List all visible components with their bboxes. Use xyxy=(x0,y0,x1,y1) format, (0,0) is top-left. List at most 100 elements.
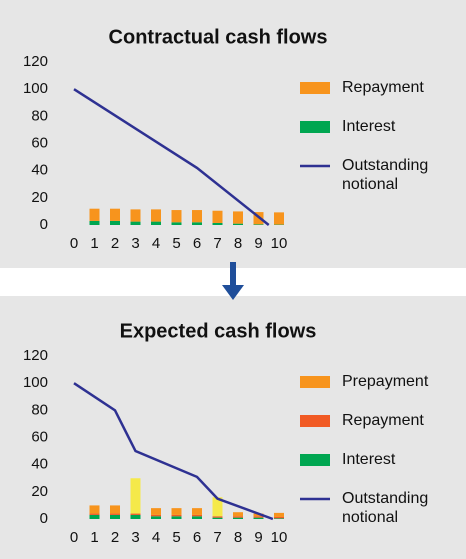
bar xyxy=(89,513,100,515)
bar xyxy=(192,516,202,519)
bar xyxy=(192,514,202,517)
bar xyxy=(212,210,223,223)
x-tick-label: 5 xyxy=(172,235,180,252)
legend-swatch xyxy=(300,82,330,94)
y-tick-label: 100 xyxy=(23,374,48,391)
bar xyxy=(130,221,141,225)
bar xyxy=(151,209,161,222)
legend-swatch xyxy=(300,454,330,466)
bar xyxy=(130,513,141,515)
bar xyxy=(233,516,243,518)
y-tick-label: 80 xyxy=(31,107,48,124)
y-tick-label: 120 xyxy=(23,347,48,364)
bar xyxy=(192,222,202,225)
legend-label: Prepayment xyxy=(342,373,429,390)
x-tick-label: 7 xyxy=(213,529,221,546)
x-tick-label: 1 xyxy=(90,529,98,546)
legend-label: Repayment xyxy=(342,79,424,96)
bar xyxy=(110,514,120,519)
bar xyxy=(130,209,141,222)
bar xyxy=(110,220,120,225)
x-tick-label: 10 xyxy=(271,529,288,546)
x-tick-label: 9 xyxy=(254,235,262,252)
bar xyxy=(233,517,243,519)
bar xyxy=(192,508,202,515)
y-tick-label: 40 xyxy=(31,456,48,473)
x-tick-label: 4 xyxy=(152,235,160,252)
bar xyxy=(212,516,223,518)
x-tick-label: 9 xyxy=(254,529,262,546)
y-tick-label: 40 xyxy=(31,162,48,179)
bar xyxy=(151,514,161,517)
bar xyxy=(233,211,243,224)
y-tick-label: 0 xyxy=(40,216,48,233)
x-tick-label: 8 xyxy=(234,529,242,546)
bar xyxy=(274,518,284,519)
legend-label: Interest xyxy=(342,118,396,135)
bar xyxy=(110,505,120,514)
bar xyxy=(274,212,284,225)
bar xyxy=(171,514,182,517)
line xyxy=(73,382,274,521)
legend-swatch xyxy=(300,415,330,427)
x-tick-label: 7 xyxy=(213,235,221,252)
bar xyxy=(89,505,100,514)
bar xyxy=(151,516,161,519)
bar xyxy=(274,516,284,519)
y-tick-label: 80 xyxy=(31,401,48,418)
bar xyxy=(151,508,161,515)
bar xyxy=(171,222,182,225)
bar xyxy=(253,516,264,518)
y-tick-label: 20 xyxy=(31,189,48,206)
bar xyxy=(212,497,223,517)
x-tick-label: 6 xyxy=(193,235,201,252)
x-tick-label: 5 xyxy=(172,529,180,546)
x-tick-label: 3 xyxy=(131,529,139,546)
bar xyxy=(171,210,182,223)
x-tick-label: 0 xyxy=(70,529,78,546)
bar xyxy=(151,221,161,225)
x-tick-label: 0 xyxy=(70,235,78,252)
legend-label: Repayment xyxy=(342,412,424,429)
x-tick-label: 2 xyxy=(111,529,119,546)
x-tick-label: 10 xyxy=(271,235,288,252)
bar xyxy=(110,513,120,515)
legend-label: Outstanding notional xyxy=(342,490,429,526)
y-tick-label: 60 xyxy=(31,134,48,151)
bar xyxy=(253,224,264,225)
x-tick-label: 4 xyxy=(152,529,160,546)
y-tick-label: 20 xyxy=(31,483,48,500)
y-tick-label: 120 xyxy=(23,53,48,70)
legend-label: Interest xyxy=(342,451,396,468)
bar xyxy=(253,517,264,519)
x-tick-label: 6 xyxy=(193,529,201,546)
bar xyxy=(89,208,100,221)
bar xyxy=(89,220,100,225)
bar xyxy=(274,512,284,517)
legend-label: Outstanding notional xyxy=(342,157,429,193)
bar xyxy=(212,222,223,225)
chart-title: Contractual cash flows xyxy=(109,26,328,48)
bar xyxy=(212,517,223,519)
x-tick-label: 2 xyxy=(111,235,119,252)
legend-swatch xyxy=(300,121,330,133)
bar xyxy=(130,514,141,519)
legend-swatch xyxy=(300,376,330,388)
chart-title: Expected cash flows xyxy=(120,320,317,342)
x-tick-label: 3 xyxy=(131,235,139,252)
bar xyxy=(233,512,243,517)
bar xyxy=(89,514,100,519)
bar xyxy=(130,478,141,514)
bar xyxy=(171,508,182,515)
x-tick-label: 8 xyxy=(234,235,242,252)
bar xyxy=(233,223,243,225)
y-tick-label: 100 xyxy=(23,80,48,97)
y-tick-label: 0 xyxy=(40,510,48,527)
x-tick-label: 1 xyxy=(90,235,98,252)
bar xyxy=(192,210,202,223)
arrow-head xyxy=(222,285,244,300)
y-tick-label: 60 xyxy=(31,428,48,445)
bar xyxy=(110,208,120,221)
